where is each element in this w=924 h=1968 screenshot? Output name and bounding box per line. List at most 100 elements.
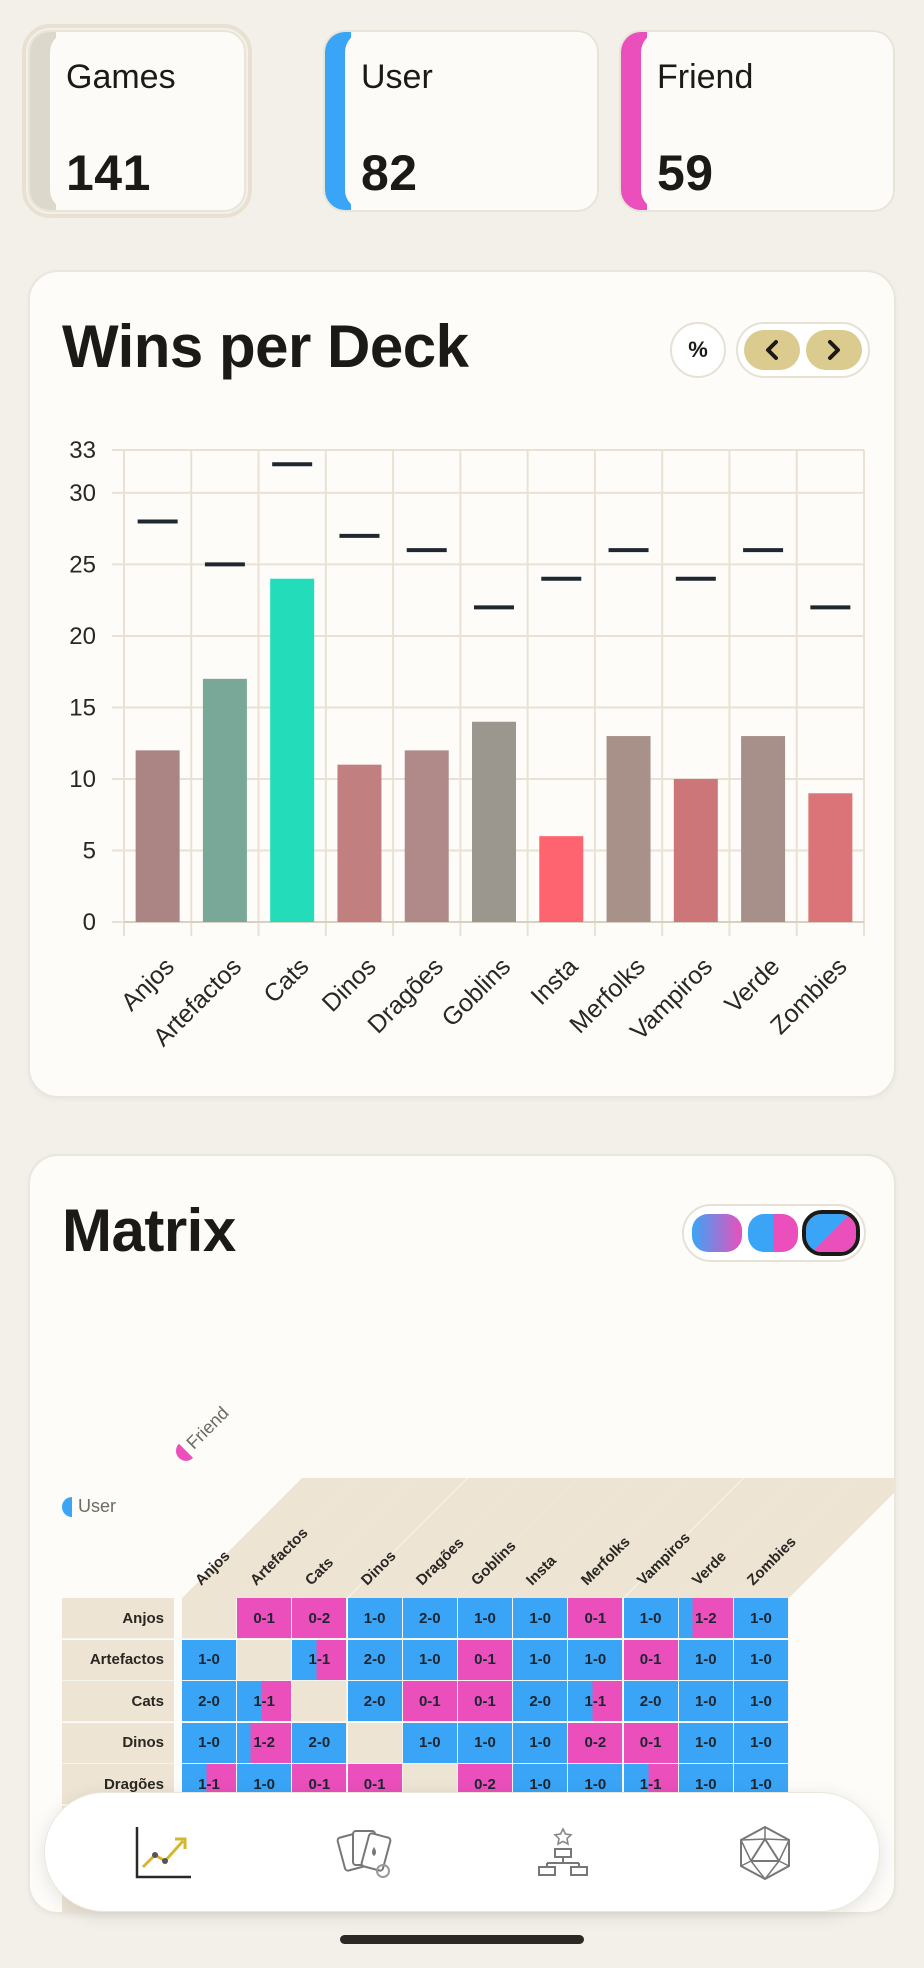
matrix-cell[interactable]: 0-1 [458, 1639, 513, 1681]
x-tick-label: Dinos [317, 952, 382, 1017]
matrix-cell[interactable]: 1-0 [734, 1598, 789, 1639]
matrix-cell[interactable]: 1-1 [292, 1639, 348, 1681]
matrix-cell[interactable]: 1-0 [402, 1639, 458, 1681]
matrix-cell[interactable]: 1-0 [734, 1639, 789, 1681]
matrix-cell[interactable] [237, 1639, 293, 1681]
card-title: Wins per Deck [62, 313, 469, 380]
matrix-cell[interactable]: 2-0 [347, 1681, 403, 1722]
stat-label: Friend [657, 58, 754, 96]
matrix-cell[interactable]: 2-0 [182, 1681, 237, 1722]
stat-card-friend[interactable]: Friend 59 [619, 30, 895, 212]
home-indicator [340, 1935, 584, 1944]
matrix-cell[interactable]: 0-1 [237, 1598, 293, 1639]
matrix-cell[interactable]: 2-0 [513, 1681, 569, 1722]
bar [404, 750, 449, 922]
matrix-cell[interactable]: 1-0 [182, 1722, 237, 1764]
matrix-cell[interactable]: 1-0 [734, 1681, 789, 1722]
x-tick-label: Dragões [362, 952, 449, 1039]
view-split-toggle[interactable] [748, 1214, 798, 1252]
matrix-cell[interactable]: 1-0 [513, 1722, 569, 1764]
bar [606, 736, 651, 922]
stat-card-user[interactable]: User 82 [323, 30, 599, 212]
stat-label: Games [66, 58, 176, 96]
bar [741, 736, 786, 922]
matrix-cell[interactable]: 1-0 [678, 1681, 734, 1722]
bar [808, 793, 853, 922]
row-header-label: Dinos [62, 1722, 174, 1764]
matrix-cell[interactable]: 0-1 [623, 1639, 679, 1681]
y-tick-label: 15 [69, 694, 96, 721]
x-tick-label: Goblins [437, 952, 517, 1032]
matrix-cell[interactable]: 1-1 [568, 1681, 624, 1722]
card-title: Matrix [62, 1197, 236, 1264]
bar [673, 778, 718, 922]
wins-per-deck-card: Wins per Deck % 0 5 10 15 20 25 30 33 Anjos Artef… [28, 270, 896, 1098]
matrix-cell[interactable] [347, 1722, 403, 1764]
chevron-left-icon[interactable] [744, 330, 800, 370]
y-tick-label: 10 [69, 766, 96, 793]
matrix-cell[interactable]: 1-0 [678, 1722, 734, 1764]
matrix-cell[interactable] [292, 1681, 348, 1722]
matrix-cell[interactable]: 1-0 [402, 1722, 458, 1764]
matrix-cell[interactable]: 1-0 [623, 1598, 679, 1639]
x-tick-label: Anjos [116, 952, 180, 1016]
user-legend: User [62, 1496, 116, 1517]
stat-value: 82 [361, 145, 418, 201]
matrix-cell[interactable]: 1-0 [734, 1722, 789, 1764]
y-tick-label: 0 [83, 909, 96, 936]
chevron-right-icon[interactable] [806, 330, 862, 370]
matrix-cell[interactable]: 1-0 [678, 1639, 734, 1681]
stat-card-games[interactable]: Games 141 [22, 24, 252, 218]
tournament-bracket-icon[interactable] [531, 1821, 595, 1885]
row-header-label: Cats [62, 1681, 174, 1722]
bar [337, 764, 382, 922]
matrix-cell[interactable]: 0-1 [402, 1681, 458, 1722]
matrix-cell[interactable]: 1-1 [237, 1681, 293, 1722]
bar [270, 578, 315, 922]
matrix-cell[interactable]: 2-0 [292, 1722, 348, 1764]
matrix-cell[interactable]: 1-0 [513, 1598, 569, 1639]
matrix-cell[interactable]: 1-0 [568, 1639, 624, 1681]
bottom-navigation [44, 1792, 880, 1912]
view-diagonal-toggle[interactable] [802, 1210, 860, 1256]
chart-pager [736, 322, 870, 378]
matrix-cell[interactable]: 2-0 [402, 1598, 458, 1639]
matrix-cell[interactable] [182, 1598, 237, 1639]
matrix-cell[interactable]: 2-0 [347, 1639, 403, 1681]
stat-value: 59 [657, 145, 714, 201]
matrix-cell[interactable]: 2-0 [623, 1681, 679, 1722]
matrix-cell[interactable]: 1-0 [513, 1639, 569, 1681]
matrix-cell[interactable]: 1-2 [237, 1722, 293, 1764]
d20-dice-icon[interactable] [733, 1821, 797, 1885]
percent-toggle-button[interactable]: % [670, 322, 726, 378]
y-tick-label: 33 [69, 437, 96, 464]
view-merged-toggle[interactable] [692, 1214, 742, 1252]
matrix-cell[interactable]: 1-0 [182, 1639, 237, 1681]
cards-icon[interactable] [333, 1821, 397, 1885]
matrix-cell[interactable]: 0-1 [623, 1722, 679, 1764]
matrix-cell[interactable]: 1-0 [458, 1722, 513, 1764]
bar [202, 678, 247, 922]
friend-legend: Friend [171, 1403, 233, 1465]
matrix-view-toggle [682, 1204, 866, 1262]
y-tick-label: 20 [69, 623, 96, 650]
bar [472, 721, 516, 922]
matrix-cell[interactable]: 1-0 [458, 1598, 513, 1639]
user-legend-swatch [62, 1496, 72, 1517]
y-tick-label: 30 [69, 480, 96, 507]
matrix-cell[interactable]: 0-2 [568, 1722, 624, 1764]
x-tick-label: Cats [258, 952, 314, 1008]
x-tick-label: Insta [525, 952, 583, 1010]
bar [135, 750, 180, 922]
matrix-cell[interactable]: 0-2 [292, 1598, 348, 1639]
stats-row: Games 141 User 82 Friend 59 [20, 24, 896, 218]
matrix-cell[interactable]: 1-2 [678, 1598, 734, 1639]
bar [539, 836, 584, 922]
matrix-cell[interactable]: 1-0 [347, 1598, 403, 1639]
row-header-label: Artefactos [62, 1639, 174, 1681]
stats-chart-icon[interactable] [131, 1821, 195, 1885]
y-tick-label: 5 [83, 837, 96, 864]
matrix-cell[interactable]: 0-1 [458, 1681, 513, 1722]
matrix-cell[interactable]: 0-1 [568, 1598, 624, 1639]
